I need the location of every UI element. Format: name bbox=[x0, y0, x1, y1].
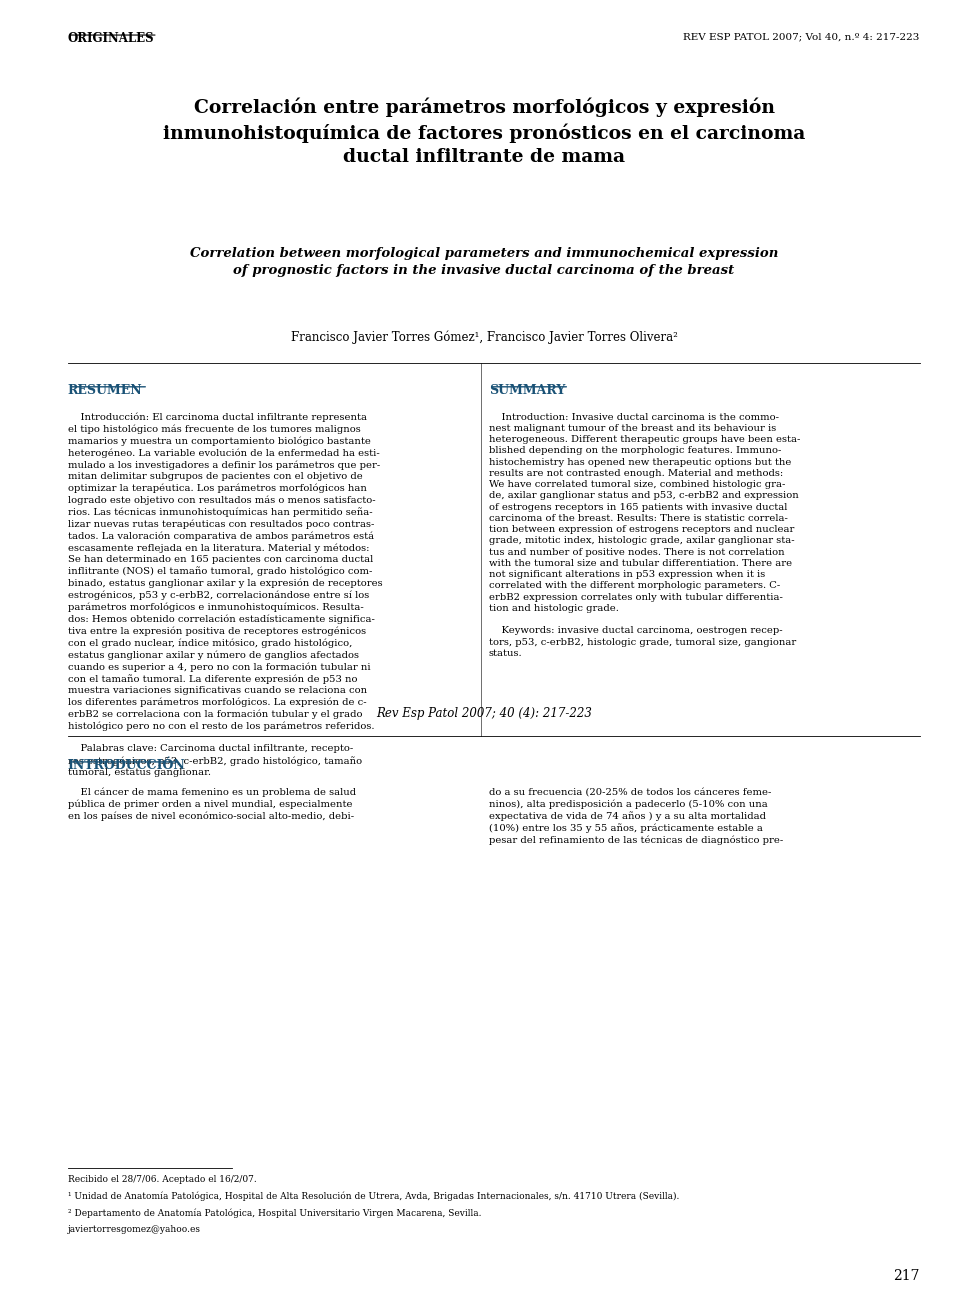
Text: do a su frecuencia (20-25% de todos los cánceres feme-
ninos), alta predisposici: do a su frecuencia (20-25% de todos los … bbox=[489, 788, 783, 845]
Text: El cáncer de mama femenino es un problema de salud
pública de primer orden a niv: El cáncer de mama femenino es un problem… bbox=[68, 788, 356, 822]
Text: javiertorresgomez@yahoo.es: javiertorresgomez@yahoo.es bbox=[68, 1225, 200, 1234]
Text: SUMMARY: SUMMARY bbox=[489, 384, 565, 397]
Text: Introduction: Invasive ductal carcinoma is the commo-
nest malignant tumour of t: Introduction: Invasive ductal carcinoma … bbox=[489, 413, 801, 658]
Text: ² Departamento de Anatomía Patológica, Hospital Universitario Virgen Macarena, S: ² Departamento de Anatomía Patológica, H… bbox=[68, 1208, 481, 1218]
Text: Recibido el 28/7/06. Aceptado el 16/2/07.: Recibido el 28/7/06. Aceptado el 16/2/07… bbox=[68, 1175, 257, 1184]
Text: ¹ Unidad de Anatomía Patológica, Hospital de Alta Resolución de Utrera, Avda, Br: ¹ Unidad de Anatomía Patológica, Hospita… bbox=[68, 1192, 680, 1201]
Text: ORIGINALES: ORIGINALES bbox=[68, 32, 154, 45]
Text: Correlation between morfological parameters and immunochemical expression
of pro: Correlation between morfological paramet… bbox=[190, 247, 778, 276]
Text: RESUMEN: RESUMEN bbox=[68, 384, 142, 397]
Text: Introducción: El carcinoma ductal infiltrante representa
el tipo histológico más: Introducción: El carcinoma ductal infilt… bbox=[68, 413, 382, 778]
Text: 217: 217 bbox=[893, 1269, 920, 1284]
Text: Francisco Javier Torres Gómez¹, Francisco Javier Torres Olivera²: Francisco Javier Torres Gómez¹, Francisc… bbox=[290, 331, 678, 344]
Text: INTRODUCCIÓN: INTRODUCCIÓN bbox=[68, 759, 186, 772]
Text: REV ESP PATOL 2007; Vol 40, n.º 4: 217-223: REV ESP PATOL 2007; Vol 40, n.º 4: 217-2… bbox=[683, 32, 920, 42]
Text: Rev Esp Patol 2007; 40 (4): 217-223: Rev Esp Patol 2007; 40 (4): 217-223 bbox=[376, 707, 592, 720]
Text: Correlación entre parámetros morfológicos y expresión
inmunohistoquímica de fact: Correlación entre parámetros morfológico… bbox=[163, 97, 805, 166]
